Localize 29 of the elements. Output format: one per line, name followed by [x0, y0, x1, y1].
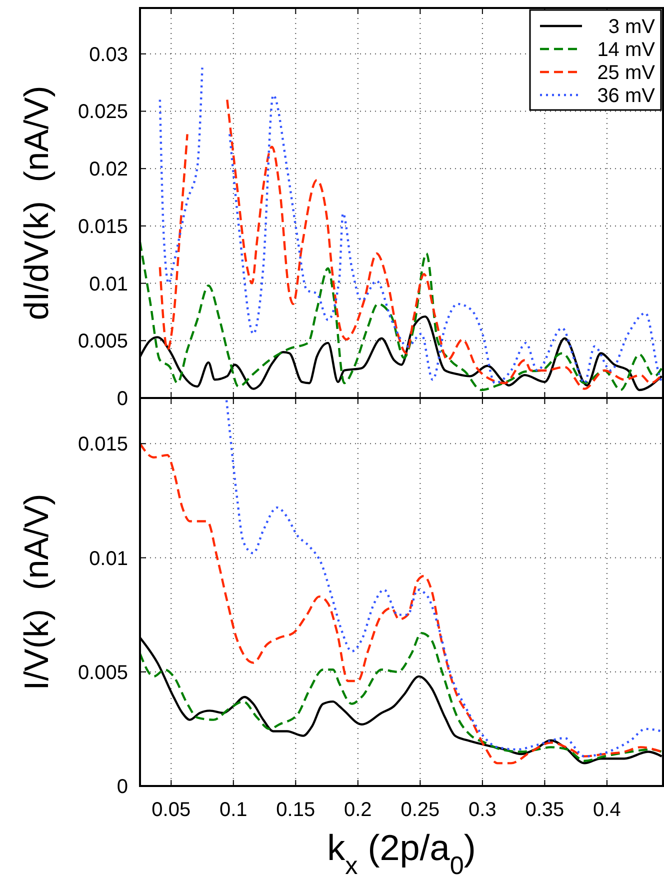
x-tick-label: 0.4 [593, 799, 621, 821]
y-tick-label: 0.005 [78, 330, 128, 353]
x-tick-label: 0.15 [276, 799, 316, 821]
x-tick-label: 0.35 [525, 799, 564, 821]
line-series [138, 442, 663, 764]
y-tick-label: 0.025 [78, 101, 128, 124]
x-tick-label: 0.3 [468, 799, 496, 821]
y-tick-label: 0.01 [89, 273, 128, 296]
line-series [138, 240, 663, 392]
legend-label: 14 mV [597, 39, 656, 61]
y-axis-title: I/V(k) (nA/V) [18, 494, 56, 690]
legend-label: 36 mV [597, 85, 656, 107]
legend-label: 25 mV [597, 62, 656, 84]
x-axis-title: k$_{x}$ (2p/a$_{0}$) [327, 827, 476, 880]
x-tick-label: 0.05 [152, 799, 191, 821]
y-axis-title: dI/dV(k) (nA/V) [18, 86, 56, 320]
y-tick-label: 0.03 [89, 44, 128, 66]
y-tick-label: 0.015 [78, 434, 128, 456]
x-tick-label: 0.25 [400, 799, 440, 821]
y-tick-label: 0.01 [89, 548, 128, 570]
y-tick-label: 0.015 [78, 216, 128, 238]
y-tick-label: 0 [116, 776, 128, 798]
y-tick-label: 0.02 [89, 158, 128, 181]
y-tick-label: 0 [116, 388, 128, 410]
legend-label: 3 mV [608, 16, 656, 38]
x-tick-label: 0.2 [344, 799, 372, 821]
line-series [225, 399, 663, 758]
y-tick-label: 0.005 [78, 662, 128, 684]
x-tick-label: 0.1 [219, 799, 248, 821]
